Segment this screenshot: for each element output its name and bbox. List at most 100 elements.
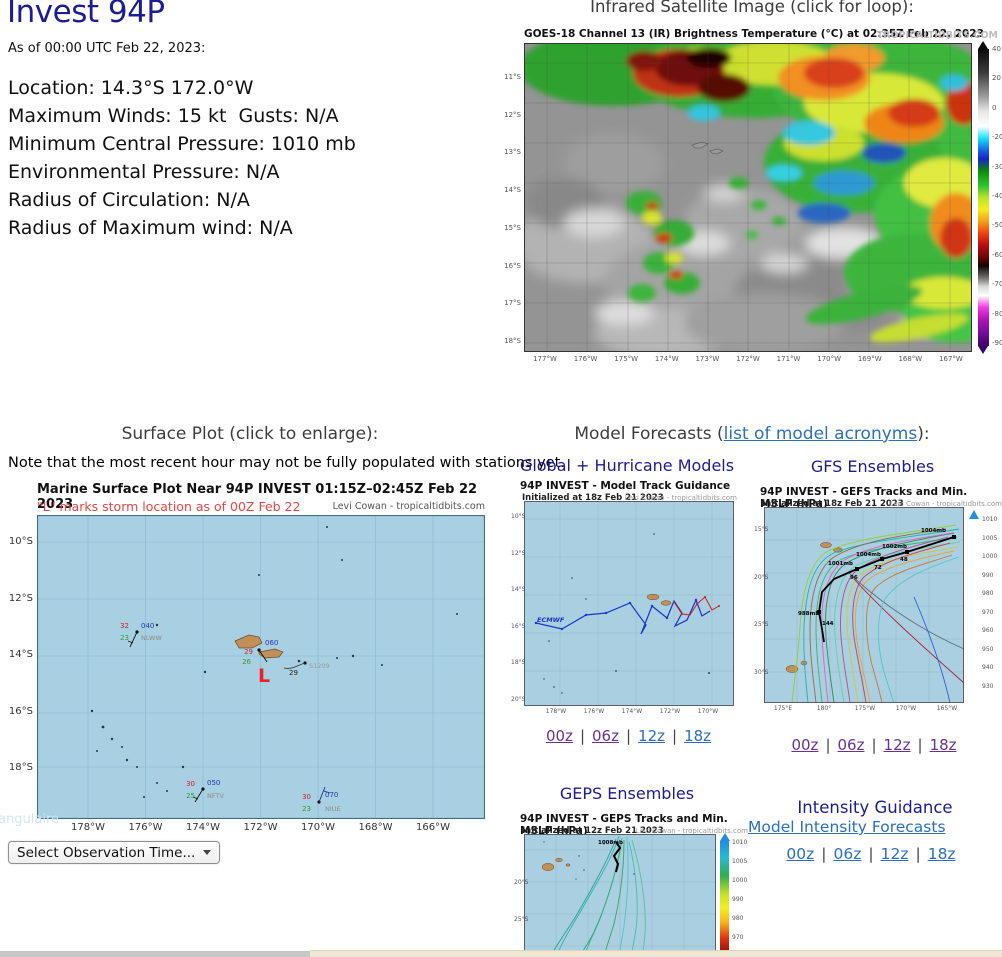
svg-text:1008mb: 1008mb — [598, 840, 623, 846]
gefs-time-links: 00z | 06z | 12z | 18z — [791, 736, 957, 754]
tick-label: 174°W — [186, 822, 220, 833]
ensemble-tracks — [791, 524, 964, 703]
tick-label: 25°S — [754, 621, 769, 629]
time-link-12z[interactable]: 12z — [880, 845, 909, 863]
tick-label: 1010 — [732, 839, 748, 846]
mslp-colorbar — [969, 519, 979, 689]
surface-plot-image[interactable]: Marine Surface Plot Near 94P INVEST 01:1… — [9, 482, 485, 840]
model-acronyms-link[interactable]: list of model acronyms — [723, 424, 918, 444]
tick-label: 20°S — [754, 573, 769, 581]
tick-label: 1005 — [732, 858, 748, 865]
tick-label: 170°W — [817, 355, 842, 363]
tick-label: 1005 — [982, 534, 998, 542]
colorbar-bottom-arrow — [978, 346, 988, 354]
tick-label: 16°S — [504, 261, 521, 270]
time-link-12z[interactable]: 12z — [883, 736, 911, 754]
svg-text:144: 144 — [822, 621, 834, 627]
island-outlines — [691, 141, 724, 155]
track-guidance-map-graphic: ECMWF — [524, 501, 734, 706]
map-gridlines — [37, 515, 485, 819]
svg-text:NFTV: NFTV — [207, 792, 224, 800]
tick-label: 178°W — [71, 822, 105, 833]
time-link-00z[interactable]: 00z — [786, 845, 815, 863]
time-link-18z[interactable]: 18z — [929, 736, 957, 754]
svg-text:1001mb: 1001mb — [828, 561, 853, 567]
satellite-section-header: Infrared Satellite Image (click for loop… — [590, 0, 914, 16]
tick-label: 25°S — [514, 916, 529, 923]
ecmwf-label: ECMWF — [537, 616, 565, 624]
colorbar-top-arrow — [969, 510, 979, 519]
svg-text:1004mb: 1004mb — [921, 528, 946, 534]
time-link-06z[interactable]: 06z — [833, 845, 862, 863]
ensemble-tracks — [549, 835, 646, 957]
tick-label: 172°W — [659, 708, 681, 715]
tick-label: 174°W — [621, 708, 643, 715]
track-guidance-time-links: 00z | 06z | 12z | 18z — [545, 727, 712, 745]
svg-text:1004mb: 1004mb — [856, 552, 881, 558]
tick-label: 165°W — [936, 705, 958, 712]
gfs-ensembles-header: GFS Ensembles — [810, 457, 935, 476]
tick-label: 20°S — [511, 695, 526, 703]
tick-label: 12°S — [511, 549, 526, 557]
convection-color-blobs — [524, 43, 972, 343]
tick-label: 1010 — [982, 516, 998, 523]
svg-text:1002mb: 1002mb — [882, 544, 907, 550]
islands — [234, 634, 284, 659]
tick-label: 15°S — [504, 223, 521, 232]
svg-text:988mb: 988mb — [798, 611, 819, 617]
tick-label: 167°W — [939, 355, 963, 363]
satellite-image[interactable]: GOES-18 Channel 13 (IR) Brightness Tempe… — [504, 24, 1002, 372]
observation-time-select[interactable]: Select Observation Time... — [8, 841, 221, 864]
panel-y-axis: 15°S 20°S 25°S 30°S — [754, 526, 768, 676]
time-link-00z[interactable]: 00z — [791, 736, 819, 754]
time-link-06z[interactable]: 06z — [592, 727, 619, 745]
time-link-06z[interactable]: 06z — [837, 736, 865, 754]
page-title: Invest 94P — [7, 0, 165, 30]
svg-text:23: 23 — [302, 805, 311, 813]
tick-label: 40 — [992, 45, 1001, 53]
time-link-00z[interactable]: 00z — [545, 727, 573, 745]
tick-label: 950 — [982, 645, 994, 653]
map-gridlines — [524, 43, 972, 352]
as-of-timestamp: As of 00:00 UTC Feb 22, 2023: — [8, 41, 206, 56]
tick-label: -20 — [992, 133, 1002, 142]
mslp-colorbar — [720, 841, 729, 957]
gefs-ensembles-image[interactable]: 94P INVEST - GEFS Tracks and Min. MSLP (… — [754, 486, 1002, 738]
tick-label: 178°W — [545, 708, 567, 715]
svg-text:32: 32 — [120, 622, 129, 630]
tick-label: 960 — [982, 627, 994, 635]
surface-plot-note: Note that the most recent hour may not b… — [8, 455, 565, 471]
tick-label: -80 — [992, 309, 1002, 318]
time-link-18z[interactable]: 18z — [684, 727, 712, 745]
panel-credit: Levi Cowan - tropicaltidbits.com — [635, 827, 748, 835]
ensemble-mean-track: 1004mb 1002mb 1004mb 1001mb 988mb 48 72 … — [798, 528, 956, 643]
tick-label: -50 — [992, 221, 1002, 230]
select-label: Select Observation Time... — [17, 844, 196, 861]
tick-label: -40 — [992, 191, 1002, 200]
tick-label: 12°S — [504, 110, 521, 119]
svg-text:29: 29 — [289, 669, 298, 677]
tick-label: 990 — [982, 571, 994, 579]
svg-text:48: 48 — [900, 557, 908, 563]
surface-plot-credit: Levi Cowan - tropicaltidbits.com — [332, 501, 485, 512]
tick-label: 170°W — [895, 705, 917, 712]
model-track-guidance-image[interactable]: 94P INVEST - Model Track Guidance Initia… — [511, 480, 737, 715]
tick-label: 15°S — [754, 526, 769, 533]
time-link-12z[interactable]: 12z — [638, 727, 665, 745]
tick-label: 175°E — [773, 705, 793, 712]
model-intensity-forecasts-link[interactable]: Model Intensity Forecasts — [748, 818, 946, 836]
time-link-18z[interactable]: 18z — [927, 845, 956, 863]
colorbar-top-arrow — [978, 41, 988, 49]
tick-label: 180° — [816, 705, 832, 712]
islands — [541, 857, 571, 871]
tick-label: 172°W — [736, 355, 760, 363]
station-samoa: 29 060 26 — [242, 639, 278, 666]
bottom-band-tan — [310, 950, 1002, 957]
geps-ensembles-image[interactable]: 94P INVEST - GEPS Tracks and Min. MSLP (… — [514, 813, 748, 957]
svg-text:NLWW: NLWW — [141, 634, 162, 642]
tick-label: 18°S — [511, 659, 526, 667]
tick-label: 171°W — [776, 355, 801, 363]
tropicaltidbits-watermark: TROPICALTIDBITS.COM — [876, 30, 998, 41]
panel-title: 94P INVEST - Model Track Guidance — [520, 480, 731, 492]
